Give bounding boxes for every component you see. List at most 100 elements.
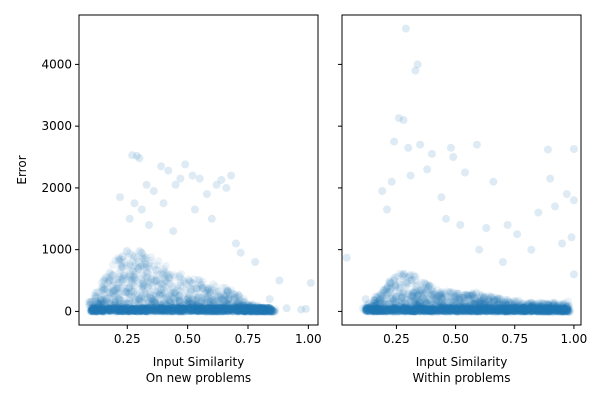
scatter-point <box>246 304 255 313</box>
scatter-point <box>151 299 160 308</box>
scatter-point <box>252 307 261 316</box>
scatter-point <box>154 304 163 313</box>
scatter-point <box>155 291 164 300</box>
scatter-point <box>198 297 206 306</box>
scatter-point <box>146 293 154 302</box>
scatter-point <box>213 304 222 313</box>
scatter-point <box>121 270 130 279</box>
scatter-point <box>220 306 229 315</box>
scatter-point <box>158 302 167 310</box>
scatter-point <box>217 305 226 314</box>
scatter-point <box>106 305 115 314</box>
scatter-point <box>229 306 238 314</box>
scatter-point-outlier <box>423 165 432 174</box>
scatter-point <box>186 306 195 315</box>
x-tick-label: 0.25 <box>383 332 410 346</box>
scatter-point <box>152 306 161 315</box>
scatter-point <box>210 306 219 315</box>
scatter-point <box>158 269 167 278</box>
scatter-point <box>127 275 136 284</box>
scatter-point <box>247 307 255 316</box>
scatter-point <box>254 306 262 315</box>
scatter-point <box>249 307 258 315</box>
scatter-point <box>106 269 115 278</box>
scatter-point <box>369 296 378 304</box>
scatter-point-outlier <box>437 193 446 202</box>
scatter-point <box>203 297 212 306</box>
scatter-point <box>262 306 271 314</box>
scatter-point <box>259 304 268 313</box>
scatter-point <box>201 293 210 302</box>
scatter-point-outlier <box>169 227 178 236</box>
scatter-point <box>187 303 196 312</box>
scatter-point <box>139 252 148 261</box>
scatter-point <box>469 304 478 313</box>
scatter-point <box>184 293 193 302</box>
scatter-point <box>261 306 270 315</box>
scatter-point <box>220 301 229 310</box>
scatter-point <box>153 261 162 270</box>
scatter-point <box>167 289 176 298</box>
scatter-point <box>121 305 130 314</box>
scatter-point <box>467 294 476 303</box>
scatter-point <box>181 307 190 316</box>
scatter-point <box>264 306 273 315</box>
scatter-point <box>112 285 121 293</box>
scatter-point <box>234 304 243 313</box>
scatter-point <box>200 307 209 316</box>
scatter-point <box>191 302 200 311</box>
scatter-point <box>250 305 259 314</box>
scatter-point <box>236 296 245 305</box>
scatter-point <box>223 300 232 309</box>
scatter-point <box>110 298 119 307</box>
scatter-point <box>268 307 277 316</box>
scatter-point <box>100 276 109 285</box>
scatter-point <box>175 271 184 280</box>
scatter-point <box>112 302 121 311</box>
scatter-point <box>178 306 187 315</box>
scatter-point <box>174 307 183 316</box>
scatter-point <box>234 301 243 309</box>
scatter-point <box>214 307 223 316</box>
scatter-point <box>218 295 227 303</box>
scatter-point <box>120 304 129 313</box>
scatter-point-outlier <box>176 174 185 183</box>
y-tick-label: 1000 <box>41 243 72 257</box>
scatter-point <box>216 305 224 314</box>
scatter-point <box>180 304 189 313</box>
scatter-point <box>117 302 126 311</box>
scatter-point <box>246 304 255 313</box>
scatter-point <box>136 294 145 303</box>
scatter-point <box>113 307 122 316</box>
scatter-point-outlier <box>456 221 465 229</box>
scatter-point <box>147 275 156 284</box>
scatter-point <box>237 301 246 310</box>
scatter-point <box>194 291 203 300</box>
scatter-point <box>144 278 153 287</box>
scatter-point <box>107 304 116 313</box>
scatter-point <box>223 286 232 295</box>
scatter-point <box>154 307 162 316</box>
scatter-point <box>234 303 243 312</box>
scatter-point <box>133 307 142 316</box>
scatter-point <box>105 273 114 282</box>
scatter-point <box>133 276 142 285</box>
scatter-point <box>247 306 256 315</box>
scatter-point <box>211 306 220 315</box>
scatter-point <box>128 257 137 266</box>
scatter-point <box>115 265 124 274</box>
scatter-point <box>86 298 95 306</box>
scatter-point-outlier <box>461 168 469 177</box>
scatter-point <box>105 268 114 277</box>
scatter-point <box>175 287 184 296</box>
scatter-point <box>187 285 196 294</box>
scatter-point <box>94 299 103 308</box>
scatter-point <box>241 307 249 315</box>
scatter-point <box>115 284 123 293</box>
scatter-point <box>90 307 99 316</box>
scatter-point <box>159 268 168 277</box>
scatter-point <box>126 304 135 313</box>
scatter-point <box>171 303 180 312</box>
scatter-point <box>239 301 248 310</box>
scatter-point <box>252 306 261 315</box>
